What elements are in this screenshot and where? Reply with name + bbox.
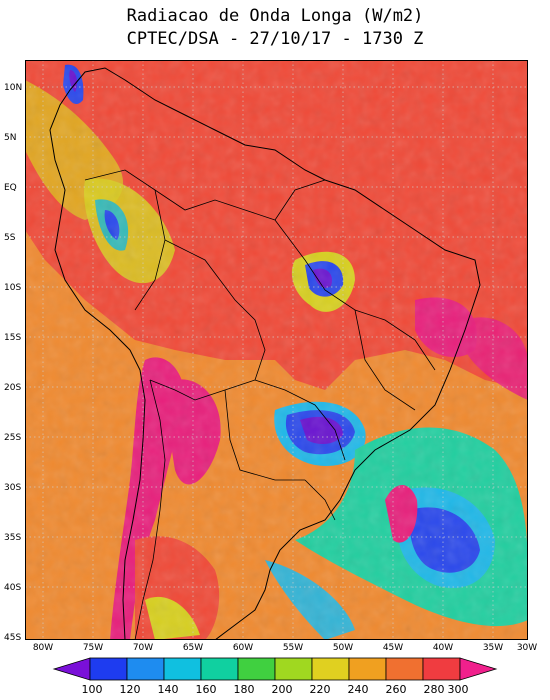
legend-swatch [126,657,165,681]
lat-label: 5N [4,133,17,143]
lon-label: 35W [482,643,504,653]
legend-swatch [385,657,424,681]
legend-swatch [52,657,91,681]
legend-value: 220 [309,683,331,696]
legend-value: 180 [233,683,255,696]
lon-label: 55W [282,643,304,653]
lon-label: 40W [432,643,454,653]
legend-swatch [200,657,239,681]
lon-label: 75W [82,643,104,653]
south-america-outline [49,67,481,640]
lat-label: 40S [4,583,22,593]
graticule [25,60,528,640]
legend-value: 240 [347,683,369,696]
legend-value: 280 [423,683,445,696]
lon-label: 65W [182,643,204,653]
olr-map [25,60,528,640]
legend-swatch [348,657,387,681]
lon-label: 60W [232,643,254,653]
lon-label: 70W [132,643,154,653]
legend-value: 300 [447,683,469,696]
legend-swatch [274,657,313,681]
lat-label: 20S [4,383,22,393]
legend-value: 120 [119,683,141,696]
lon-label: 80W [32,643,54,653]
legend-value: 100 [81,683,103,696]
legend-value: 200 [271,683,293,696]
lon-label: 50W [332,643,354,653]
legend-swatch [459,657,498,681]
lon-label: 30W [516,643,538,653]
legend-value: 140 [157,683,179,696]
legend-value: 160 [195,683,217,696]
lon-label: 45W [382,643,404,653]
legend-swatch [311,657,350,681]
lat-label: 30S [4,483,22,493]
legend-swatch [237,657,276,681]
legend-value: 260 [385,683,407,696]
lat-label: 35S [4,533,22,543]
legend-swatch [163,657,202,681]
country-borders [84,169,436,640]
lat-label: 15S [4,333,22,343]
color-legend [52,657,498,681]
lat-label: 5S [4,233,16,243]
legend-swatch [422,657,461,681]
lat-label: 25S [4,433,22,443]
map-title: Radiacao de Onda Longa (W/m2) [126,6,424,26]
legend-swatch [89,657,128,681]
lat-label: 10N [4,83,23,93]
lat-label: 45S [4,633,22,643]
lat-label: 10S [4,283,22,293]
lat-label: EQ [4,183,17,193]
map-subtitle: CPTEC/DSA - 27/10/17 - 1730 Z [126,29,424,49]
